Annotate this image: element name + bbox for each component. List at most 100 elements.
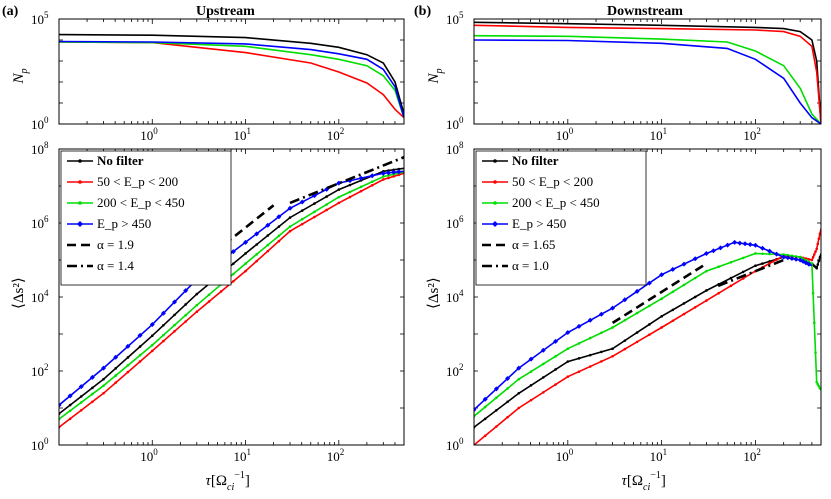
data-point <box>79 395 83 398</box>
data-point <box>173 313 176 317</box>
data-point <box>78 384 84 390</box>
data-point <box>635 340 639 344</box>
y-tick-label: 105 <box>31 10 49 27</box>
data-point <box>577 370 581 373</box>
legend-label: 50 < E_p < 200 <box>512 174 593 189</box>
data-point <box>566 360 570 363</box>
data-point <box>818 232 821 236</box>
data-point <box>517 377 521 381</box>
data-point <box>671 319 675 323</box>
x-tick-label: 101 <box>234 447 252 464</box>
data-point <box>785 255 791 261</box>
data-point <box>816 242 820 246</box>
data-point <box>195 292 199 296</box>
series-group <box>474 228 821 445</box>
data-point <box>173 323 176 327</box>
data-point <box>265 222 271 228</box>
data-point <box>255 253 258 256</box>
data-point <box>541 362 545 366</box>
data-point <box>266 249 270 253</box>
data-point <box>754 252 757 255</box>
series-line <box>474 39 821 124</box>
data-point <box>397 173 401 177</box>
data-point <box>806 261 812 267</box>
data-point <box>741 277 745 280</box>
data-point <box>288 216 292 219</box>
data-point <box>387 174 390 177</box>
panel-0: 100 101 102 100 105 Np <box>11 10 405 143</box>
data-point <box>337 195 341 199</box>
data-point <box>325 208 328 212</box>
data-point <box>101 365 107 371</box>
axes-frame <box>473 18 822 125</box>
series-line <box>474 24 821 124</box>
data-point <box>801 257 805 260</box>
data-point <box>611 326 614 329</box>
legend-box <box>60 150 232 286</box>
legend-label: α = 1.65 <box>512 237 555 252</box>
data-point <box>91 392 94 396</box>
y-tick-label: 102 <box>446 362 464 379</box>
data-point <box>810 258 814 262</box>
y-tick-label: 106 <box>31 214 49 231</box>
data-point <box>681 261 687 267</box>
data-point <box>517 391 521 395</box>
data-point <box>91 386 94 390</box>
data-point <box>818 255 821 259</box>
data-point <box>244 262 247 265</box>
data-point <box>337 201 341 205</box>
series-line <box>611 262 708 324</box>
data-point <box>385 170 391 176</box>
data-point <box>737 240 743 246</box>
data-point <box>600 360 603 363</box>
x-axis-label: τ[Ωci−1] <box>206 470 250 493</box>
legend-marker <box>78 201 82 205</box>
axes-frame <box>58 148 405 446</box>
x-tick-label: 100 <box>556 447 574 464</box>
legend-marker <box>78 180 82 184</box>
data-point <box>160 310 166 316</box>
data-point <box>693 295 697 299</box>
series-line <box>59 33 404 115</box>
data-point <box>183 288 189 294</box>
data-point <box>67 393 73 399</box>
data-point <box>789 256 795 262</box>
data-point <box>348 183 352 187</box>
data-point <box>529 384 533 387</box>
data-point <box>660 297 663 300</box>
data-point <box>102 377 105 381</box>
data-point <box>794 255 798 258</box>
data-point <box>244 269 247 273</box>
data-point <box>768 260 771 263</box>
data-point <box>816 382 820 386</box>
data-point <box>277 234 281 238</box>
data-point <box>815 247 819 251</box>
data-point <box>814 351 817 354</box>
data-point <box>635 331 639 334</box>
data-point <box>717 265 720 269</box>
data-point <box>397 167 401 171</box>
y-tick-label: 100 <box>446 436 464 453</box>
data-point <box>659 272 665 278</box>
panel-1: 100 101 102 100 105 Np <box>426 10 822 143</box>
panel-title-b: Downstream <box>607 4 683 19</box>
data-point <box>288 229 292 233</box>
data-point <box>611 354 614 358</box>
data-point <box>671 290 675 294</box>
y-tick-label: 104 <box>446 288 464 305</box>
data-point <box>646 280 652 286</box>
panel-2: 100 101 102 100 102 104 106 108 ⟨Δs²⟩ τ[Ωci−1] No … <box>11 140 405 493</box>
series-line <box>717 258 785 288</box>
data-point <box>266 243 270 247</box>
data-point <box>482 396 488 402</box>
data-point <box>162 323 165 327</box>
data-point <box>540 347 546 353</box>
y-axis-label: Np <box>426 68 445 84</box>
data-point <box>396 169 402 175</box>
x-tick-label: 101 <box>650 126 668 143</box>
data-point <box>195 310 199 314</box>
data-point <box>219 290 223 293</box>
data-point <box>243 239 249 245</box>
data-point <box>495 425 498 428</box>
data-point <box>184 320 187 323</box>
